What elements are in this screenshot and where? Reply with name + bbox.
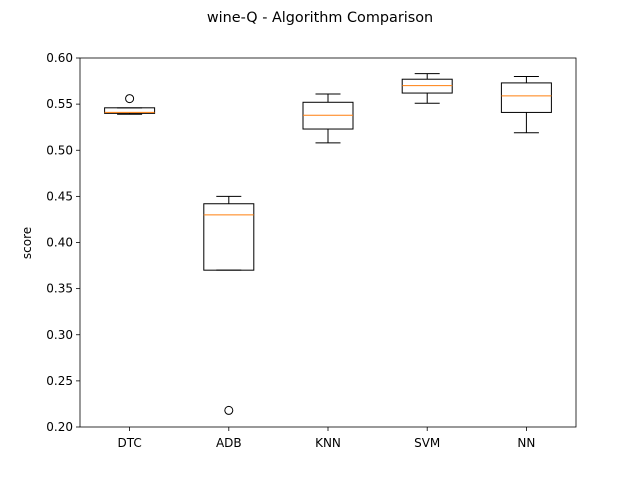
outlier-adb	[224, 405, 234, 415]
plot-area: 0.20 0.25 0.30 0.35 0.40 0.45 0.50 0.55 0.60 DTC A…	[46, 51, 577, 450]
box-adb	[203, 203, 255, 271]
y-axis-label: score	[20, 227, 34, 259]
y-tick-label: 0.55	[46, 97, 73, 111]
y-tick-label: 0.60	[46, 51, 73, 65]
y-tick-label: 0.20	[46, 420, 73, 434]
x-tick-label-svm: SVM	[414, 436, 440, 450]
y-tick-label: 0.35	[46, 282, 73, 296]
y-tick-label: 0.50	[46, 143, 73, 157]
chart-title: wine-Q - Algorithm Comparison	[207, 10, 433, 26]
y-tick-label: 0.45	[46, 189, 73, 203]
y-tick-label: 0.40	[46, 236, 73, 250]
x-tick-label-adb: ADB	[216, 436, 242, 450]
outlier-dtc	[125, 94, 135, 104]
x-tick-label-dtc: DTC	[117, 436, 141, 450]
x-tick-label-knn: KNN	[315, 436, 341, 450]
box-nn	[500, 82, 552, 113]
box-dtc	[104, 107, 156, 114]
axes-frame	[79, 57, 577, 428]
y-tick-label: 0.25	[46, 374, 73, 388]
x-tick-label-nn: NN	[517, 436, 535, 450]
y-tick-label: 0.30	[46, 328, 73, 342]
